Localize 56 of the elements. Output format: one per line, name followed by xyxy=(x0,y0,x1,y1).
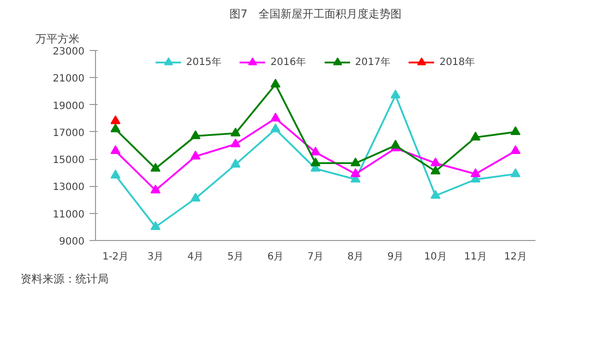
x-tick-label: 11月 xyxy=(464,252,487,262)
x-tick-label: 10月 xyxy=(424,252,447,262)
point xyxy=(110,115,120,124)
point xyxy=(150,162,160,172)
y-tick-label: 15000 xyxy=(52,155,84,166)
y-tick-label: 11000 xyxy=(52,209,84,220)
x-tick-label: 4月 xyxy=(187,252,204,262)
x-tick-label: 6月 xyxy=(267,252,284,262)
x-tick-label: 1-2月 xyxy=(102,252,129,262)
x-tick-label: 9月 xyxy=(387,252,404,262)
x-tick-label: 7月 xyxy=(307,252,324,262)
x-tick-label: 3月 xyxy=(147,252,164,262)
point xyxy=(510,145,520,154)
y-tick-label: 13000 xyxy=(52,182,84,194)
point xyxy=(150,184,160,194)
legend-label: 2015年 xyxy=(186,56,222,69)
point xyxy=(270,112,280,122)
point xyxy=(430,157,440,166)
point xyxy=(510,168,520,178)
point xyxy=(270,124,280,132)
y-tick-label: 9000 xyxy=(59,236,85,248)
point xyxy=(310,157,320,166)
x-tick-label: 8月 xyxy=(347,252,364,262)
point xyxy=(310,146,320,156)
point xyxy=(190,150,200,160)
point xyxy=(390,90,400,98)
x-tick-label: 5月 xyxy=(227,252,244,262)
point xyxy=(470,132,480,140)
point xyxy=(350,168,360,178)
point xyxy=(110,145,120,154)
legend-label: 2017年 xyxy=(355,56,390,69)
legend-label: 2018年 xyxy=(439,56,475,69)
point xyxy=(190,130,200,140)
point xyxy=(430,190,440,199)
legend-label: 2016年 xyxy=(270,56,306,69)
point xyxy=(150,221,160,230)
point xyxy=(190,192,200,202)
y-tick-label: 21000 xyxy=(52,74,84,85)
y-tick-label: 23000 xyxy=(52,46,84,58)
chart-title: 图7 全国新屋开工面积月度走势图 xyxy=(230,8,402,20)
point xyxy=(230,138,240,148)
point xyxy=(390,140,400,149)
y-tick-label: 19000 xyxy=(52,100,84,112)
x-tick-label: 12月 xyxy=(504,252,527,262)
point xyxy=(110,124,120,132)
point xyxy=(230,158,240,168)
point xyxy=(110,170,120,178)
y-axis-title: 万平方米 xyxy=(36,32,80,46)
point xyxy=(430,166,440,174)
point xyxy=(230,128,240,136)
text: 资料来源：统计局 xyxy=(20,272,108,286)
y-tick-label: 17000 xyxy=(52,128,84,139)
point xyxy=(470,168,480,178)
point xyxy=(350,157,360,166)
point xyxy=(270,78,280,88)
point xyxy=(510,126,520,136)
